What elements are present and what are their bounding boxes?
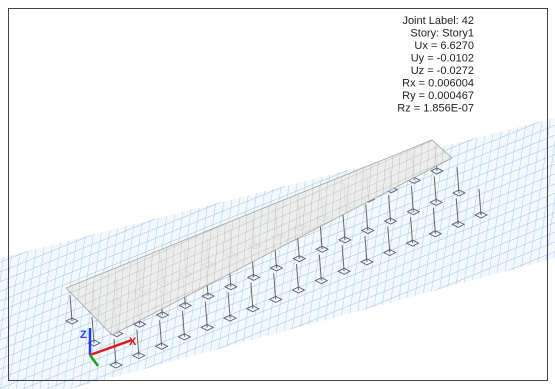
info-line: Rx = 0.006004: [402, 78, 474, 90]
info-line: Rz = 1.856E-07: [397, 103, 474, 115]
page: Z X Joint Label: 42Story: Story1Ux = 6.6…: [0, 0, 555, 389]
info-line: Ry = 0.000467: [402, 90, 474, 102]
info-line: Story: Story1: [410, 28, 474, 40]
info-line: Ux = 6.6270: [414, 40, 474, 52]
info-line: Uy = -0.0102: [411, 53, 474, 65]
info-line: Uz = -0.0272: [411, 65, 474, 77]
z-label: Z: [80, 329, 87, 341]
info-line: Joint Label: 42: [402, 15, 474, 27]
x-label: X: [129, 336, 137, 348]
model-view: Z X Joint Label: 42Story: Story1Ux = 6.6…: [0, 0, 555, 389]
